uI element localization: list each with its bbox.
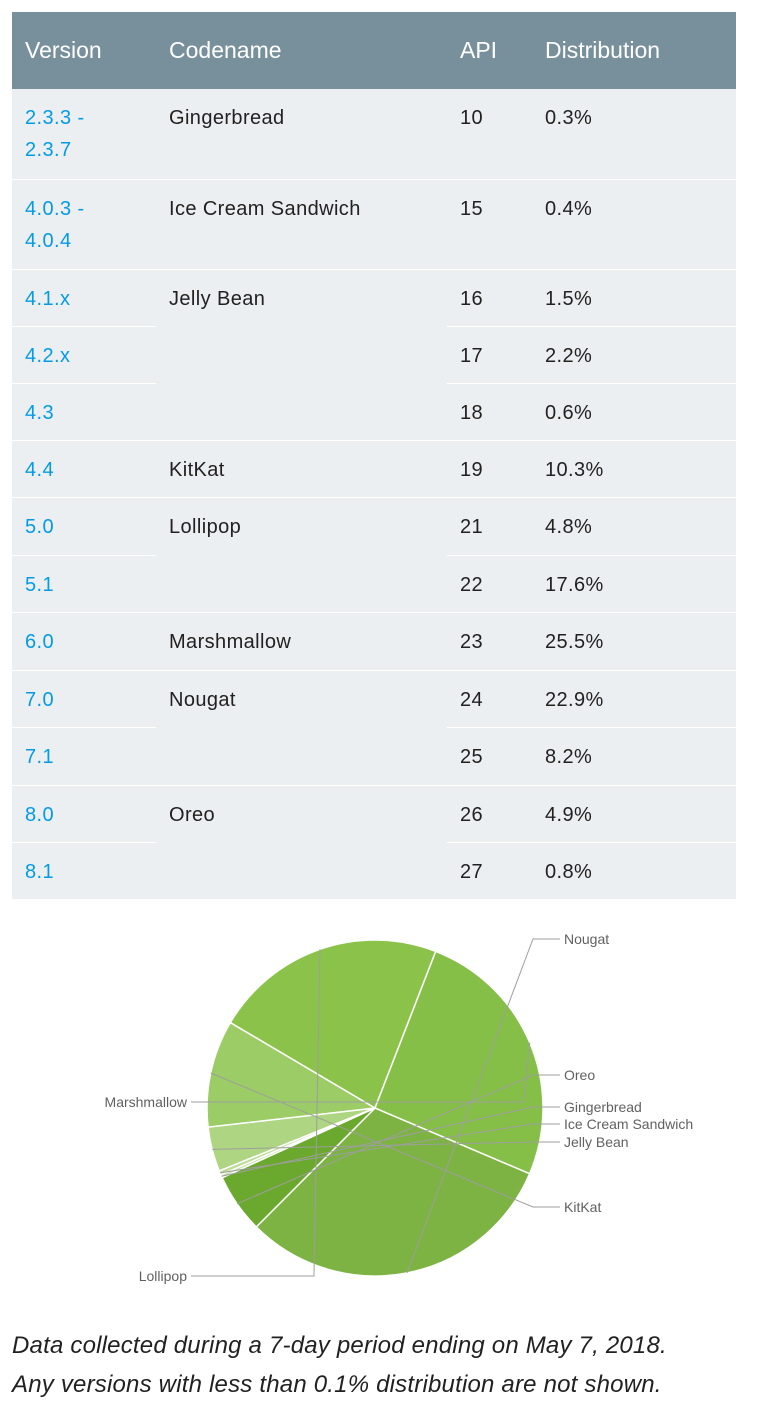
version-link[interactable]: 7.0 bbox=[12, 669, 156, 727]
pie-label: Oreo bbox=[564, 1067, 595, 1083]
pie-label: Ice Cream Sandwich bbox=[564, 1116, 693, 1132]
api-cell: 21 bbox=[447, 496, 532, 555]
api-cell: 15 bbox=[447, 178, 532, 269]
version-link[interactable]: 4.3 bbox=[12, 382, 156, 440]
table-row: 4.1.x Jelly Bean 16 1.5% bbox=[12, 268, 736, 440]
distribution-cell: 0.6% bbox=[532, 382, 736, 440]
api-cell: 26 bbox=[447, 784, 532, 842]
distribution-cell: 17.6% bbox=[532, 554, 736, 612]
version-link[interactable]: 5.0 bbox=[12, 496, 156, 555]
codename-cell: Ice Cream Sandwich bbox=[156, 178, 447, 269]
version-link[interactable]: 5.1 bbox=[12, 554, 156, 612]
header-version: Version bbox=[12, 12, 156, 89]
header-distribution: Distribution bbox=[532, 12, 736, 89]
codename-cell: KitKat bbox=[156, 439, 447, 497]
api-cell: 22 bbox=[447, 554, 532, 612]
api-cell: 24 bbox=[447, 669, 532, 727]
table-row: 7.1 25 8.2% bbox=[12, 726, 736, 785]
api-cell: 17 bbox=[447, 325, 532, 383]
codename-cell: Lollipop bbox=[156, 496, 447, 612]
table-row: 5.1 22 17.6% bbox=[12, 554, 736, 612]
distribution-cell: 2.2% bbox=[532, 325, 736, 383]
table-row: 4.3 18 0.6% bbox=[12, 382, 736, 440]
pie-slices bbox=[206, 939, 544, 1277]
distribution-cell: 0.3% bbox=[532, 89, 736, 179]
pie-label: Nougat bbox=[564, 931, 609, 947]
api-cell: 10 bbox=[447, 89, 532, 179]
distribution-cell: 25.5% bbox=[532, 611, 736, 670]
distribution-cell: 0.4% bbox=[532, 178, 736, 269]
version-link[interactable]: 8.0 bbox=[12, 784, 156, 842]
table-row: 2.3.3 - 2.3.7 Gingerbread 10 0.3% bbox=[12, 89, 736, 179]
distribution-cell: 22.9% bbox=[532, 669, 736, 727]
footnote-line-1: Data collected during a 7-day period end… bbox=[12, 1332, 667, 1359]
distribution-cell: 4.8% bbox=[532, 496, 736, 555]
codename-cell: Nougat bbox=[156, 669, 447, 785]
leader-line bbox=[212, 1141, 560, 1150]
codename-cell: Jelly Bean bbox=[156, 268, 447, 440]
pie-label: Lollipop bbox=[139, 1268, 187, 1284]
api-cell: 23 bbox=[447, 611, 532, 670]
footnote: Data collected during a 7-day period end… bbox=[12, 1326, 752, 1404]
table-row: 8.0 Oreo 26 4.9% bbox=[12, 784, 736, 899]
header-api: API bbox=[447, 12, 532, 89]
distribution-cell: 10.3% bbox=[532, 439, 736, 497]
table-row: 6.0 Marshmallow 23 25.5% bbox=[12, 611, 736, 670]
leader-line bbox=[236, 1074, 560, 1205]
leader-line bbox=[210, 1072, 560, 1208]
header-codename: Codename bbox=[156, 12, 447, 89]
api-cell: 16 bbox=[447, 268, 532, 326]
distribution-cell: 4.9% bbox=[532, 784, 736, 842]
version-link[interactable]: 4.0.3 - 4.0.4 bbox=[12, 178, 156, 269]
leader-line bbox=[191, 1042, 531, 1103]
distribution-cell: 0.8% bbox=[532, 841, 736, 899]
api-cell: 27 bbox=[447, 841, 532, 899]
table-row: 5.0 Lollipop 21 4.8% bbox=[12, 496, 736, 612]
codename-cell: Oreo bbox=[156, 784, 447, 899]
distribution-cell: 1.5% bbox=[532, 268, 736, 326]
version-link[interactable]: 4.1.x bbox=[12, 268, 156, 326]
codename-cell: Marshmallow bbox=[156, 611, 447, 670]
api-cell: 25 bbox=[447, 726, 532, 785]
leader-line bbox=[221, 1106, 560, 1177]
version-link[interactable]: 2.3.3 - 2.3.7 bbox=[12, 89, 156, 179]
leader-line bbox=[406, 938, 560, 1274]
version-link[interactable]: 6.0 bbox=[12, 611, 156, 670]
version-link[interactable]: 8.1 bbox=[12, 841, 156, 899]
table-header-row: Version Codename API Distribution bbox=[12, 12, 736, 89]
version-link[interactable]: 4.4 bbox=[12, 439, 156, 497]
leader-line bbox=[219, 1123, 560, 1174]
pie-label: Jelly Bean bbox=[564, 1134, 629, 1150]
pie-label: Marshmallow bbox=[105, 1094, 188, 1110]
codename-cell: Gingerbread bbox=[156, 89, 447, 179]
leader-line bbox=[191, 949, 321, 1277]
table-row: 4.4 KitKat 19 10.3% bbox=[12, 439, 736, 497]
pie-label: KitKat bbox=[564, 1199, 601, 1215]
distribution-cell: 8.2% bbox=[532, 726, 736, 785]
pie-label: Gingerbread bbox=[564, 1099, 642, 1115]
api-cell: 19 bbox=[447, 439, 532, 497]
table-row: 8.1 27 0.8% bbox=[12, 841, 736, 899]
distribution-table: Version Codename API Distribution 2.3.3 … bbox=[12, 12, 736, 899]
table-row: 4.2.x 17 2.2% bbox=[12, 325, 736, 383]
api-cell: 18 bbox=[447, 382, 532, 440]
footnote-line-2: Any versions with less than 0.1% distrib… bbox=[12, 1371, 662, 1398]
version-link[interactable]: 4.2.x bbox=[12, 325, 156, 383]
version-link[interactable]: 7.1 bbox=[12, 726, 156, 785]
table-row: 4.0.3 - 4.0.4 Ice Cream Sandwich 15 0.4% bbox=[12, 178, 736, 269]
table-row: 7.0 Nougat 24 22.9% bbox=[12, 669, 736, 785]
pie-leader-lines bbox=[191, 938, 560, 1277]
